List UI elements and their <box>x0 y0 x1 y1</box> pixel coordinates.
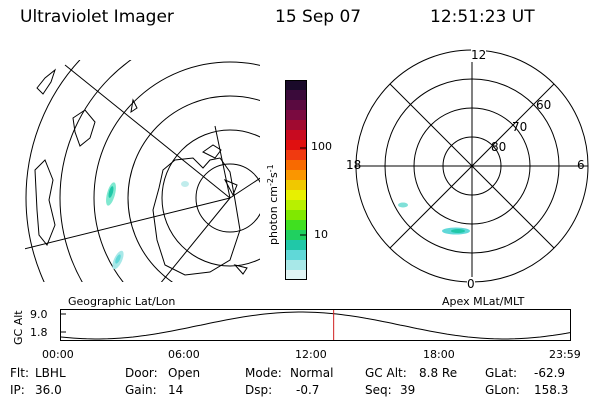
colorbar-band <box>285 150 307 161</box>
geographic-map-label: Geographic Lat/Lon <box>68 295 176 308</box>
xtick-label: 23:59 <box>549 348 581 361</box>
ip-label: IP: <box>10 383 25 397</box>
meridian-line <box>25 197 231 250</box>
dsp-label: Dsp: <box>245 383 273 397</box>
aurora-emission <box>398 202 470 235</box>
ip-value: 36.0 <box>35 383 62 397</box>
coastline <box>130 98 138 114</box>
altitude-plot: 9.0 1.8 GC Alt <box>12 308 571 345</box>
coastline <box>152 157 241 276</box>
meridian-line <box>229 177 260 199</box>
mlt-label-12: 12 <box>471 48 487 62</box>
lat-circle <box>127 95 260 282</box>
gc-alt-value: 8.8 Re <box>419 366 458 380</box>
geographic-map <box>25 60 260 282</box>
filter-value: LBHL <box>35 366 66 380</box>
colorbar-band <box>285 230 307 241</box>
colorbar-band <box>285 190 307 201</box>
colorbar-band <box>285 170 307 181</box>
colorbar-frame <box>285 80 307 280</box>
apex-map-label: Apex MLat/MLT <box>442 295 525 308</box>
dsp-value: -0.7 <box>296 383 320 397</box>
glon-value: 158.3 <box>534 383 569 397</box>
glat-label: GLat: <box>485 366 518 380</box>
xtick-label: 00:00 <box>42 348 74 361</box>
mlat-label-70: 70 <box>512 120 528 134</box>
ytick-label: 9.0 <box>30 308 48 321</box>
lat-circle <box>93 61 260 282</box>
coastline <box>233 264 248 275</box>
unit-text: photon cm <box>267 186 280 245</box>
mlat-label-80: 80 <box>491 140 507 154</box>
mlt-label-18: 18 <box>346 158 362 172</box>
instrument-title: Ultraviolet Imager <box>20 7 174 27</box>
colorbar <box>285 80 307 280</box>
colorbar-tick-label: 100 <box>311 140 332 153</box>
colorbar-band <box>285 260 307 271</box>
colorbar-band <box>285 100 307 111</box>
colorbar-band <box>285 110 307 121</box>
seq-label: Seq: <box>365 383 392 397</box>
coastline <box>72 109 96 147</box>
filter-label: Flt: <box>10 366 29 380</box>
ytick-label: 1.8 <box>30 326 48 339</box>
colorbar-band <box>285 200 307 211</box>
colorbar-band <box>285 80 307 91</box>
meridian-line <box>160 197 231 282</box>
glon-label: GLon: <box>485 383 520 397</box>
colorbar-band <box>285 180 307 191</box>
altitude-plot-frame <box>60 309 571 341</box>
gc-alt-label: GC Alt: <box>365 366 407 380</box>
colorbar-band <box>285 270 307 280</box>
colorbar-band <box>285 250 307 261</box>
time-label: 12:51:23 UT <box>430 7 535 27</box>
mode-label: Mode: <box>245 366 282 380</box>
mlt-line <box>389 83 555 249</box>
colorbar-band <box>285 120 307 131</box>
unit-sup: -1 <box>266 164 275 172</box>
meridian-line <box>64 64 231 199</box>
door-label: Door: <box>125 366 158 380</box>
colorbar-band <box>285 130 307 141</box>
xtick-label: 06:00 <box>168 348 200 361</box>
mlt-label-0: 0 <box>467 277 475 291</box>
lat-circle <box>59 60 132 282</box>
gain-label: Gain: <box>125 383 157 397</box>
colorbar-band <box>285 140 307 151</box>
colorbar-unit-label: photon cm-2s-1 <box>266 164 280 245</box>
seq-value: 39 <box>400 383 416 397</box>
door-value: Open <box>168 366 201 380</box>
colorbar-band <box>285 240 307 251</box>
xtick-label: 18:00 <box>423 348 455 361</box>
altitude-curve <box>60 311 571 340</box>
coastline <box>223 179 238 197</box>
coastline <box>36 68 57 95</box>
lat-circle <box>25 60 81 282</box>
mode-value: Normal <box>290 366 334 380</box>
colorbar-band <box>285 90 307 101</box>
coastline <box>34 159 56 246</box>
unit-text: s <box>267 172 280 178</box>
xtick-label: 12:00 <box>295 348 327 361</box>
altitude-ylabel: GC Alt <box>12 310 25 345</box>
svg-text:photon cm-2s-1: photon cm-2s-1 <box>266 164 280 245</box>
colorbar-band <box>285 220 307 231</box>
aurora-emission <box>106 181 189 270</box>
date-label: 15 Sep 07 <box>275 7 362 27</box>
coastline <box>202 144 222 159</box>
apex-polar-map <box>355 49 589 283</box>
lat-circle <box>195 163 260 233</box>
mlat-label-60: 60 <box>536 98 552 112</box>
colorbar-tick-label: 10 <box>314 228 328 241</box>
colorbar-band <box>285 210 307 221</box>
gain-value: 14 <box>168 383 184 397</box>
unit-sup: -2 <box>266 178 275 186</box>
glat-value: -62.9 <box>534 366 566 380</box>
colorbar-band <box>285 160 307 171</box>
mlt-label-6: 6 <box>577 158 585 172</box>
lat-circle <box>161 129 260 267</box>
